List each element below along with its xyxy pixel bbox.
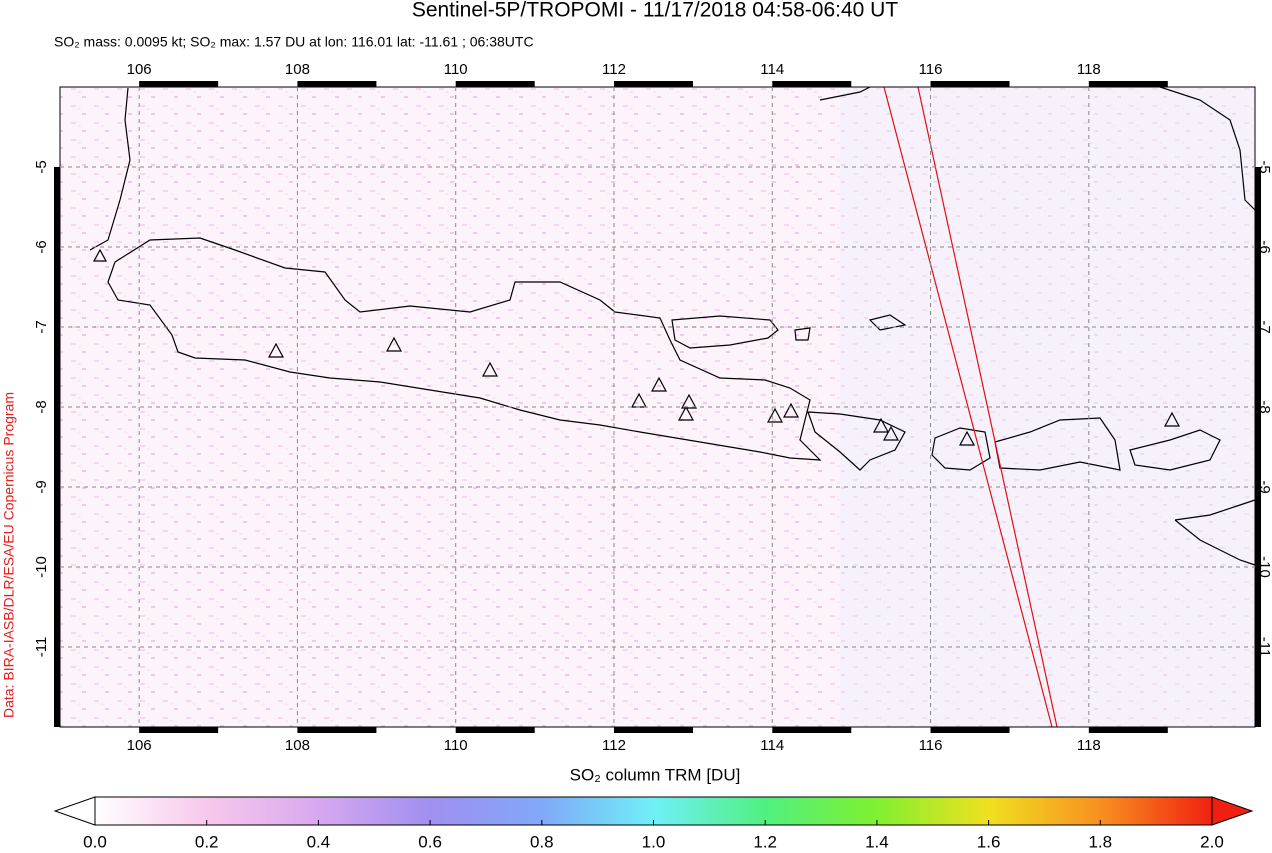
y-tick-label: -6 (1256, 240, 1272, 253)
x-tick-band (930, 81, 1010, 87)
volcano (677, 405, 695, 421)
volcano (958, 430, 976, 446)
x-tick-label: 106 (127, 61, 152, 78)
x-tick-label: 110 (444, 737, 468, 754)
coastline (1174, 499, 1256, 566)
colorbar-tick-label: 0.8 (530, 832, 554, 851)
x-tick-label: 116 (919, 737, 943, 754)
y-tick-label: -7 (1256, 320, 1272, 333)
y-tick-label: -11 (1256, 637, 1272, 658)
y-tick-label: -5 (1256, 160, 1272, 173)
y-tick-band (1255, 167, 1261, 247)
coastline (671, 315, 779, 349)
x-tick-band (772, 81, 852, 87)
coastline (994, 417, 1121, 471)
x-tick-band (1088, 727, 1168, 733)
x-tick-label: 106 (127, 737, 152, 754)
x-tick-label: 112 (602, 737, 626, 754)
x-tick-label: 108 (285, 61, 310, 78)
y-tick-label: -7 (33, 320, 50, 333)
volcano (92, 248, 108, 262)
y-tick-band (1255, 247, 1261, 327)
y-tick-band (1255, 487, 1261, 567)
volcano (782, 402, 800, 418)
coastline (89, 87, 131, 251)
volcanoes (92, 248, 1181, 446)
y-tick-band (54, 647, 60, 727)
x-tick-band (613, 81, 693, 87)
y-tick-band (54, 327, 60, 407)
y-tick-label: -10 (1256, 556, 1272, 578)
colorbar-tick-label: 2.0 (1200, 832, 1224, 851)
volcano (650, 376, 668, 392)
y-tick-band (54, 567, 60, 647)
x-tick-band (930, 727, 1010, 733)
x-tick-label: 114 (760, 737, 784, 754)
colorbar-over (1211, 796, 1254, 826)
colorbar-tick-label: 0.4 (307, 832, 331, 851)
y-tick-band (54, 487, 60, 567)
volcano (1163, 411, 1181, 427)
y-tick-label: -9 (33, 480, 50, 493)
y-tick-band (1255, 327, 1261, 407)
x-tick-band (613, 727, 693, 733)
y-tick-label: -5 (33, 160, 50, 173)
y-tick-label: -10 (33, 556, 50, 578)
subtitle: SO₂ mass: 0.0095 kt; SO₂ max: 1.57 DU at… (54, 34, 534, 50)
y-tick-band (1255, 567, 1261, 647)
x-tick-label: 118 (1077, 61, 1101, 78)
colorbar-under (53, 796, 96, 826)
volcano (267, 342, 285, 358)
colorbar-tick-label: 1.4 (865, 832, 889, 851)
y-tick-label: -6 (33, 240, 50, 253)
x-tick-band (139, 727, 219, 733)
colorbar-label: SO₂ column TRM [DU] (570, 765, 741, 784)
y-tick-label: -8 (33, 400, 50, 413)
volcano (872, 417, 890, 433)
x-tick-label: 116 (919, 61, 943, 78)
colorbar-tick-label: 0.6 (418, 832, 442, 851)
credit: Data: BIRA-IASB/DLR/ESA/EU Copernicus Pr… (1, 392, 17, 718)
x-tick-label: 118 (1077, 737, 1101, 754)
volcano (680, 393, 698, 409)
volcano (882, 425, 900, 441)
y-tick-band (1255, 647, 1261, 727)
coastline (1129, 429, 1221, 471)
colorbar-tick-label: 0.0 (83, 832, 107, 851)
x-tick-band (455, 727, 535, 733)
colorbar-tick-label: 1.8 (1088, 832, 1112, 851)
x-tick-label: 112 (602, 61, 626, 78)
title: Sentinel-5P/TROPOMI - 11/17/2018 04:58-0… (412, 0, 899, 22)
colorbar-tick-label: 1.2 (753, 832, 777, 851)
x-tick-band (139, 81, 219, 87)
y-tick-band (54, 407, 60, 487)
x-tick-label: 108 (285, 737, 310, 754)
x-tick-band (297, 727, 377, 733)
y-tick-label: -11 (33, 637, 50, 658)
x-tick-label: 110 (444, 61, 468, 78)
volcano (766, 407, 784, 423)
x-tick-band (297, 81, 377, 87)
x-tick-band (1088, 81, 1168, 87)
colorbar-tick-label: 1.6 (977, 832, 1001, 851)
y-tick-band (1255, 407, 1261, 487)
coastline (807, 411, 906, 471)
x-tick-band (772, 727, 852, 733)
colorbar-tick-label: 1.0 (642, 832, 666, 851)
x-tick-band (455, 81, 535, 87)
colorbar-tick-label: 0.2 (195, 832, 219, 851)
y-tick-band (54, 167, 60, 247)
volcano (481, 361, 499, 377)
y-tick-label: -8 (1256, 400, 1272, 413)
coastline (107, 237, 822, 461)
volcano (385, 336, 403, 352)
coastline (931, 427, 991, 471)
y-tick-label: -9 (1256, 480, 1272, 493)
x-tick-label: 114 (760, 61, 784, 78)
coastline (819, 86, 1256, 211)
y-tick-band (54, 247, 60, 327)
